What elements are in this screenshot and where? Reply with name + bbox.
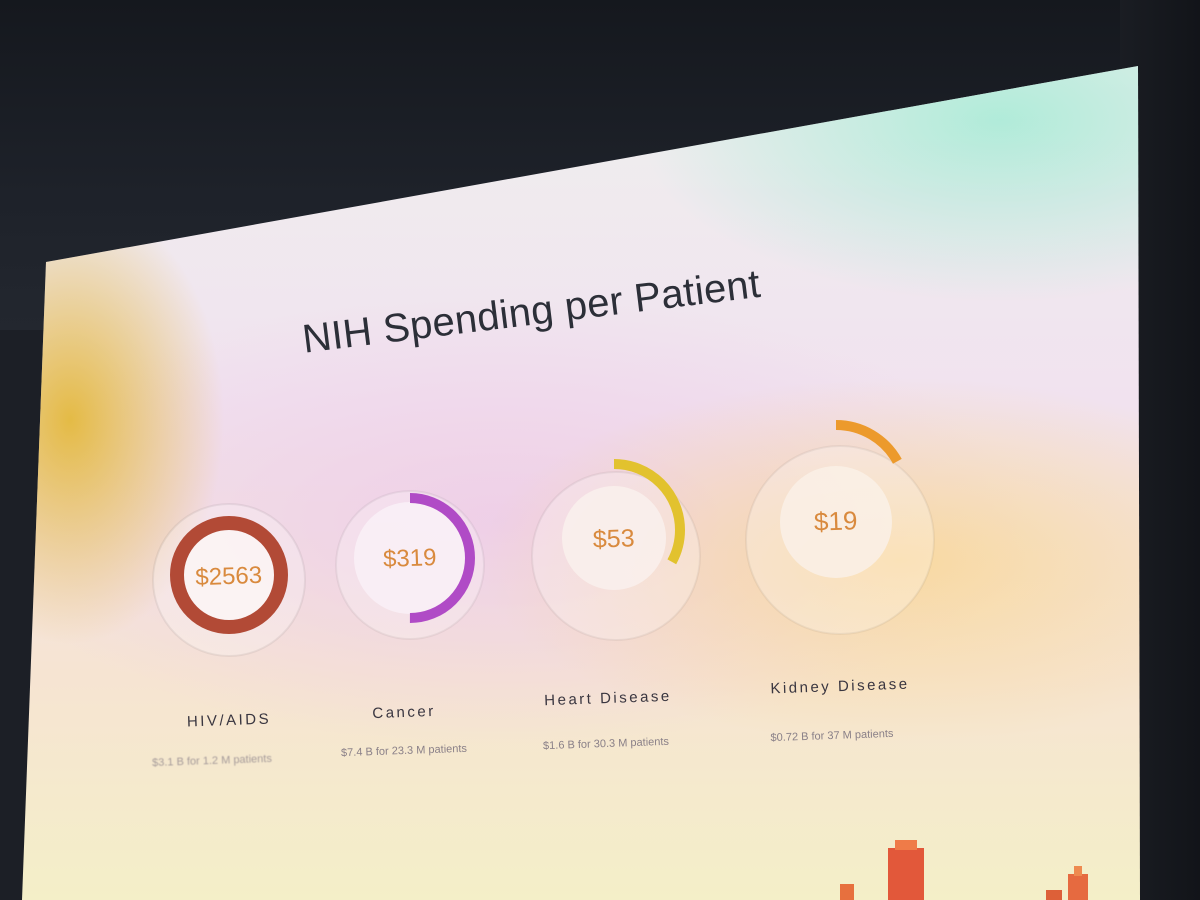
- ring-progress-cancer: [345, 493, 475, 623]
- ring-cancer: $319: [335, 490, 485, 640]
- value-heart-disease: $53: [592, 524, 635, 553]
- ring-hiv-aids: $2563: [152, 503, 306, 657]
- label-cancer: Cancer: [372, 702, 436, 723]
- ring-heart-disease: $53: [531, 459, 701, 641]
- value-cancer: $319: [383, 544, 437, 573]
- value-kidney-disease: $19: [813, 505, 857, 536]
- ring-kidney-disease: $19: [745, 420, 935, 635]
- ring-progress-kidney-disease: [761, 420, 911, 570]
- value-hiv-aids: $2563: [195, 562, 263, 591]
- ring-progress-heart-disease: [543, 459, 685, 601]
- ring-progress-hiv-aids: [170, 516, 288, 634]
- label-hiv-aids: HIV/AIDS: [186, 710, 272, 731]
